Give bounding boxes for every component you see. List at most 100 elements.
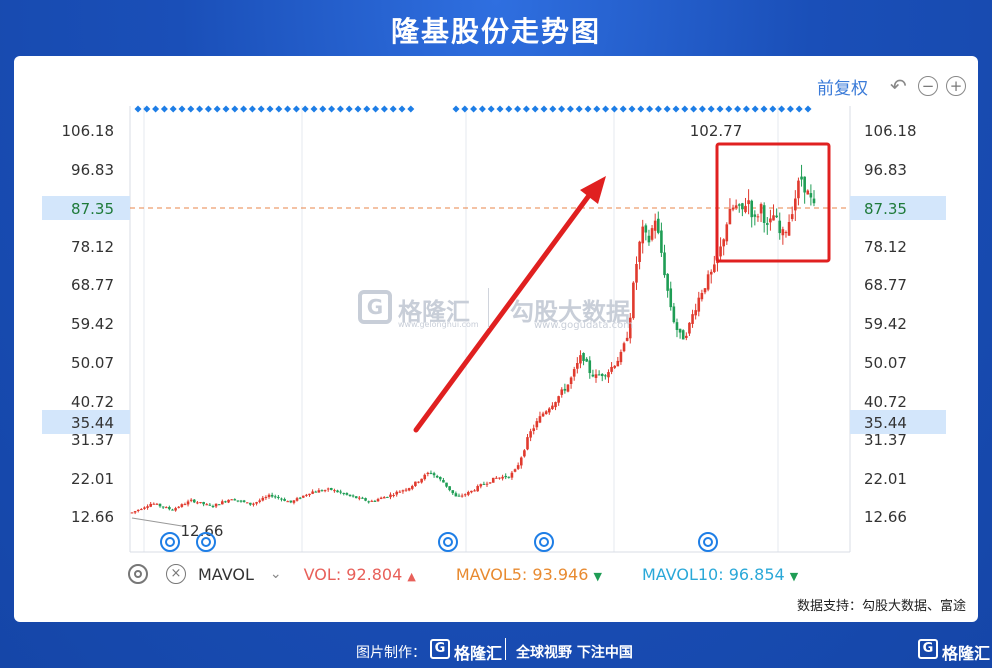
event-marker-diamond bbox=[628, 105, 636, 113]
candle-body bbox=[224, 501, 227, 503]
max-price-label: 102.77 bbox=[690, 122, 743, 140]
undo-icon[interactable]: ↶ bbox=[890, 74, 907, 98]
candle-body bbox=[392, 495, 395, 497]
candle-body bbox=[336, 490, 339, 493]
candle-body bbox=[196, 502, 199, 504]
candle-body bbox=[703, 288, 707, 293]
candle-body bbox=[432, 473, 436, 476]
event-marker-diamond bbox=[319, 105, 327, 113]
candle-body bbox=[741, 203, 744, 210]
event-marker-diamond bbox=[266, 105, 274, 113]
candle-body bbox=[569, 377, 573, 385]
candle-body bbox=[706, 274, 710, 290]
q-event-icon-inner bbox=[165, 537, 175, 547]
gear-icon[interactable] bbox=[128, 564, 148, 584]
candle-body bbox=[354, 496, 358, 499]
candle-body bbox=[759, 204, 763, 214]
q-event-icon bbox=[438, 532, 458, 552]
candle-body bbox=[426, 472, 430, 475]
indicator-select[interactable]: MAVOL bbox=[198, 564, 254, 584]
candle-body bbox=[442, 479, 445, 483]
candle-body bbox=[389, 494, 392, 498]
candle-body bbox=[622, 343, 626, 352]
y-tick-label-right: 50.07 bbox=[864, 354, 907, 372]
event-marker-diamond bbox=[275, 105, 283, 113]
candle-body bbox=[641, 226, 645, 244]
candle-body bbox=[158, 503, 162, 507]
event-marker-diamond bbox=[734, 105, 742, 113]
candle-body bbox=[149, 503, 152, 507]
candle-body bbox=[401, 490, 405, 492]
candle-body bbox=[691, 314, 694, 324]
candle-body bbox=[566, 384, 570, 392]
minus-circle-icon[interactable]: − bbox=[918, 76, 938, 96]
candle-body bbox=[778, 220, 782, 234]
candle-body bbox=[529, 431, 532, 438]
y-tick-label-left: 87.35 bbox=[71, 200, 114, 218]
candle-body bbox=[685, 335, 688, 338]
chevron-down-icon[interactable]: ⌄ bbox=[269, 566, 282, 582]
data-source: 数据支持：勾股大数据、富途 bbox=[796, 599, 966, 614]
y-tick-label-right: 106.18 bbox=[864, 122, 917, 140]
q-event-icon bbox=[160, 532, 180, 552]
event-marker-diamond bbox=[372, 105, 380, 113]
candle-body bbox=[728, 208, 732, 225]
chart-panel: 106.18 106.18 96.83 96.83 87.35 87.35 78.12 78.… bbox=[14, 56, 978, 622]
y-tick-label-right: 96.83 bbox=[864, 161, 907, 179]
candle-body bbox=[164, 507, 168, 509]
candle-body bbox=[364, 498, 367, 501]
candle-body bbox=[454, 493, 458, 497]
candle-body bbox=[532, 428, 536, 432]
candle-body bbox=[320, 490, 324, 492]
candle-body bbox=[647, 235, 651, 243]
candle-body bbox=[230, 499, 233, 501]
candle-body bbox=[806, 190, 810, 195]
event-marker-diamond bbox=[178, 105, 186, 113]
event-marker-diamond bbox=[204, 105, 212, 113]
candle-body bbox=[330, 488, 333, 490]
candle-body bbox=[482, 483, 486, 485]
y-tick-label-left: 50.07 bbox=[71, 354, 114, 372]
event-marker-diamond bbox=[637, 105, 645, 113]
candle-body bbox=[600, 373, 604, 377]
candle-body bbox=[351, 495, 355, 497]
vol-value: VOL: 92.804 ▲ bbox=[303, 564, 416, 584]
footer-divider bbox=[505, 638, 506, 660]
candle-body bbox=[619, 351, 623, 363]
candle-body bbox=[544, 411, 548, 414]
candle-body bbox=[301, 495, 305, 498]
candle-body bbox=[398, 491, 402, 493]
event-marker-diamond bbox=[522, 105, 530, 113]
candle-body bbox=[513, 469, 517, 472]
candle-body bbox=[725, 224, 729, 242]
q-event-icon-inner bbox=[703, 537, 713, 547]
q-event-icon-inner bbox=[539, 537, 549, 547]
candle-body bbox=[395, 491, 399, 495]
close-icon[interactable]: × bbox=[166, 564, 186, 584]
candle-body bbox=[516, 465, 520, 469]
candle-body bbox=[308, 493, 311, 496]
candle-body bbox=[660, 230, 663, 253]
event-marker-diamond bbox=[284, 105, 292, 113]
min-price-leader bbox=[131, 517, 183, 527]
candle-body bbox=[551, 405, 554, 410]
candle-body bbox=[292, 500, 296, 503]
candle-body bbox=[314, 491, 318, 493]
candle-body bbox=[242, 500, 246, 502]
adjust-toggle[interactable]: 前复权 bbox=[817, 78, 868, 99]
event-marker-diamond bbox=[549, 105, 557, 113]
event-marker-diamond bbox=[248, 105, 256, 113]
candle-body bbox=[168, 507, 171, 510]
event-marker-diamond bbox=[575, 105, 583, 113]
plus-circle-icon[interactable]: + bbox=[946, 76, 966, 96]
candle-body bbox=[289, 500, 293, 503]
price-chart[interactable]: 106.18 106.18 96.83 96.83 87.35 87.35 78.12 78.… bbox=[14, 56, 978, 622]
event-marker-diamond bbox=[257, 105, 265, 113]
candle-body bbox=[136, 509, 140, 511]
candle-body bbox=[298, 497, 302, 499]
candle-body bbox=[345, 493, 349, 495]
event-marker-diamond bbox=[610, 105, 618, 113]
right-price-highlight bbox=[850, 410, 946, 434]
y-tick-label-right: 40.72 bbox=[864, 393, 907, 411]
event-marker-diamond bbox=[505, 105, 513, 113]
